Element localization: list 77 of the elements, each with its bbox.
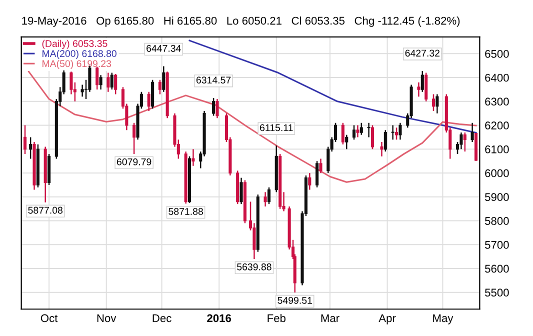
candlestick [384, 129, 387, 152]
candlestick [319, 158, 322, 174]
candlestick [460, 132, 463, 150]
annotation: 6079.79 [116, 158, 152, 166]
candlestick [345, 134, 348, 150]
x-tick-label: May [433, 314, 454, 324]
x-tick-label: 2016 [207, 314, 232, 322]
line-series [188, 40, 477, 134]
candlestick [356, 124, 360, 138]
candlestick [192, 148, 195, 167]
candlestick [432, 94, 436, 112]
candlestick [360, 122, 363, 136]
candlestick [380, 141, 384, 157]
candlestick [110, 72, 114, 90]
candlestick [162, 66, 166, 92]
candlestick [158, 79, 162, 95]
candlestick [216, 98, 219, 119]
candlestick [308, 172, 312, 190]
candlestick [240, 177, 243, 205]
legend-label: MA(50) 6199.23 [42, 60, 112, 70]
candlestick [436, 94, 439, 114]
candlestick [470, 122, 474, 143]
candlestick [70, 70, 73, 95]
candlestick [267, 186, 271, 205]
candlestick [394, 127, 398, 140]
candlestick [352, 124, 356, 140]
annotation: 6314.57 [196, 76, 231, 84]
candlestick [99, 74, 102, 90]
annotation: 5877.08 [28, 206, 62, 214]
y-tick-label: 6300 [485, 98, 509, 106]
annotation: 5871.88 [168, 208, 203, 215]
candlestick [114, 73, 118, 95]
candlestick [147, 91, 150, 112]
candlestick [370, 124, 374, 150]
candlestick [463, 132, 466, 152]
y-tick-label: 6000 [485, 169, 509, 178]
candlestick [264, 192, 267, 208]
annotation: 6447.34 [146, 44, 181, 52]
x-tick-label: Apr [378, 314, 396, 324]
annotation: 6115.11 [260, 124, 293, 132]
y-tick-label: 6400 [485, 74, 509, 82]
x-tick-label: Feb [268, 314, 286, 322]
candlestick [420, 70, 424, 92]
x-tick-label: Oct [40, 314, 58, 322]
y-tick-label: 5900 [485, 193, 509, 202]
line-series [28, 70, 477, 183]
x-tick-label: Mar [321, 314, 340, 322]
candlestick [341, 122, 344, 146]
y-tick-label: 5600 [485, 264, 509, 273]
x-tick-label: Nov [97, 314, 116, 322]
candlestick [132, 122, 136, 155]
y-tick-label: 6500 [485, 50, 509, 58]
annotation: 5499.51 [278, 296, 312, 304]
annotation: 6427.32 [405, 50, 440, 57]
y-tick-label: 6100 [485, 145, 509, 154]
y-tick-label: 5500 [485, 288, 509, 297]
y-tick-label: 5800 [485, 217, 509, 225]
candlestick [29, 136, 32, 160]
candlestick [424, 72, 428, 102]
y-tick-label: 5700 [485, 240, 509, 249]
y-tick-label: 6200 [485, 122, 509, 130]
annotation: 5639.88 [237, 263, 272, 270]
legend-label: MA(200) 6168.80 [42, 50, 116, 59]
candlestick [96, 66, 99, 90]
x-tick-label: Dec [152, 314, 172, 322]
candlestick [417, 82, 420, 98]
candlestick [106, 72, 110, 92]
candlestick [367, 122, 370, 138]
chart-title: 19-May-2016 Op 6165.80 Hi 6165.80 Lo 6050.21 Cl 6053.35 Chg -112.45 (-1.82%) [22, 16, 460, 27]
candlestick [391, 124, 394, 140]
candlestick [316, 160, 319, 188]
legend-label: (Daily) 6053.35 [42, 40, 108, 49]
candlestick [212, 97, 216, 116]
candlestick [398, 122, 402, 140]
candlestick [151, 79, 154, 110]
candlestick [23, 124, 27, 155]
candlestick [80, 84, 84, 98]
